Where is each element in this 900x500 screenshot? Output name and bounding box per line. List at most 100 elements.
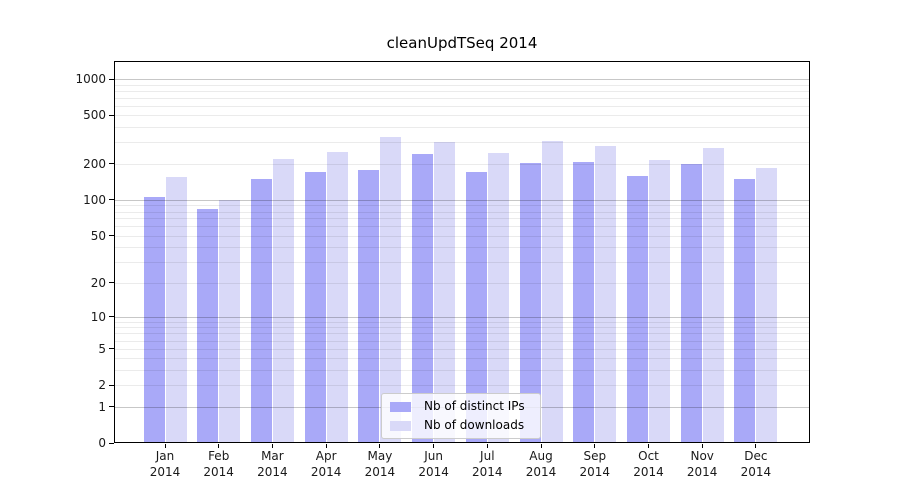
x-tick: [164, 444, 166, 448]
gridline-minor: [114, 142, 810, 144]
x-tick-year: 2014: [257, 465, 288, 479]
x-tick: [648, 444, 649, 448]
gridline-minor: [114, 163, 810, 165]
gridline-minor: [114, 97, 810, 99]
bar-distinct-ips-jun: [412, 154, 434, 443]
y-tick-label: 0: [98, 436, 106, 450]
x-tick-label: Aug 2014: [511, 448, 571, 480]
x-tick-year: 2014: [310, 465, 342, 479]
legend-item: Nb of downloads: [390, 418, 532, 433]
x-tick-month: Jan: [155, 449, 175, 463]
y-tick: [109, 384, 114, 386]
x-tick-label: Jun 2014: [404, 448, 464, 480]
bar-downloads-may: [380, 137, 402, 443]
legend: Nb of distinct IPs Nb of downloads: [381, 393, 541, 439]
gridline-minor: [114, 262, 810, 264]
gridline-minor: [114, 218, 810, 220]
gridline-minor: [114, 340, 810, 342]
x-tick-month: Feb: [208, 449, 230, 463]
bar-distinct-ips-sep: [573, 161, 595, 443]
x-tick-month: Mar: [261, 449, 284, 463]
y-tick: [109, 282, 114, 284]
gridline-minor: [114, 235, 810, 237]
x-tick: [594, 444, 596, 448]
x-tick-year: 2014: [364, 465, 396, 479]
y-tick: [109, 348, 114, 350]
x-tick: [325, 444, 327, 448]
gridline-minor: [114, 348, 810, 350]
y-tick-label: 500: [83, 108, 106, 123]
x-tick-year: 2014: [418, 465, 449, 479]
y-tick: [109, 199, 114, 201]
x-tick: [486, 444, 488, 448]
x-tick-month: Nov: [690, 449, 714, 463]
bar-distinct-ips-dec: [734, 179, 756, 443]
gridline-minor: [114, 327, 810, 329]
gridline-minor: [114, 105, 810, 107]
x-tick: [379, 444, 381, 448]
legend-label: Nb of downloads: [424, 418, 525, 432]
y-tick: [109, 316, 114, 318]
x-tick-label: Sep 2014: [565, 448, 625, 480]
legend-swatch-downloads: [390, 420, 411, 431]
y-tick: [109, 406, 114, 407]
bar-downloads-dec: [756, 168, 778, 443]
gridline-minor: [114, 90, 810, 92]
y-tick-label: 100: [83, 192, 106, 207]
bar-distinct-ips-apr: [304, 172, 326, 443]
bar-distinct-ips-jan: [143, 196, 165, 443]
x-tick-label: May 2014: [350, 448, 410, 480]
x-tick-year: 2014: [525, 465, 557, 479]
gridline-major: [114, 316, 810, 318]
chart-title: cleanUpdTSeq 2014: [386, 34, 538, 52]
x-tick-month: May: [367, 449, 393, 463]
x-tick-month: Aug: [529, 449, 553, 463]
bar-downloads-mar: [272, 159, 294, 443]
gridline-minor: [114, 247, 810, 249]
legend-swatch-distinct-ips: [390, 401, 411, 412]
x-tick-month: Jun: [424, 449, 443, 463]
x-tick: [755, 444, 757, 448]
gridline-major: [114, 79, 810, 80]
bar-downloads-apr: [326, 152, 348, 443]
gridline-major: [114, 199, 810, 201]
x-tick-month: Dec: [744, 449, 768, 463]
legend-label: Nb of distinct IPs: [424, 399, 525, 413]
gridline-minor: [114, 370, 810, 371]
y-tick-label: 2: [98, 378, 106, 393]
plot-area: [114, 61, 810, 443]
x-tick-label: Feb 2014: [189, 448, 249, 480]
gridline-minor: [114, 127, 810, 129]
gridline-minor: [114, 333, 810, 335]
x-tick-label: Jan 2014: [135, 448, 195, 480]
x-tick-label: Nov 2014: [672, 448, 732, 480]
y-tick-label: 200: [83, 156, 106, 171]
y-tick-label: 1: [98, 399, 106, 414]
bar-downloads-jan: [165, 176, 187, 443]
gridline-minor: [114, 385, 810, 387]
bar-distinct-ips-oct: [627, 175, 648, 443]
x-tick: [540, 444, 542, 448]
gridline-minor: [114, 321, 810, 323]
x-tick-month: Sep: [583, 449, 607, 463]
x-tick: [218, 444, 220, 448]
gridline-minor: [114, 115, 810, 117]
bar-distinct-ips-aug: [519, 162, 541, 443]
y-tick: [109, 114, 114, 116]
x-tick-year: 2014: [472, 465, 503, 479]
y-tick: [109, 235, 114, 237]
y-tick-label: 5: [98, 341, 106, 356]
x-tick-year: 2014: [740, 465, 772, 479]
y-tick-label: 50: [90, 228, 106, 243]
x-tick: [271, 444, 273, 448]
x-tick-month: Apr: [315, 449, 337, 463]
x-tick-label: Dec 2014: [726, 448, 786, 480]
y-tick-label: 20: [90, 275, 106, 290]
x-tick-label: Mar 2014: [242, 448, 302, 480]
x-tick-label: Apr 2014: [296, 448, 356, 480]
bar-distinct-ips-may: [358, 170, 380, 443]
x-tick-year: 2014: [149, 465, 181, 479]
bar-downloads-jun: [434, 141, 456, 443]
bar-downloads-jul: [487, 153, 509, 443]
gridline-minor: [114, 211, 810, 213]
